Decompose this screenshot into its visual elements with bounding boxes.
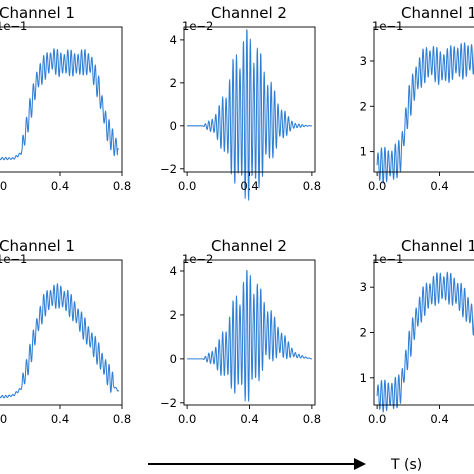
signal-line <box>186 29 313 201</box>
x-tick-label: 0.8 <box>303 412 321 426</box>
y-tick-label: −2 <box>160 162 177 176</box>
y-tick-label: −2 <box>160 396 177 410</box>
x-tick-label: 0.4 <box>240 412 258 426</box>
panel-3: Channel 11e−10.00.40.8123 <box>360 4 474 193</box>
panel-title: Channel 1 <box>401 4 474 22</box>
y-tick-label: 1 <box>360 145 367 159</box>
x-tick-label: 0.4 <box>51 179 69 193</box>
scale-label: 1e−2 <box>182 19 213 33</box>
x-tick-label: 0.8 <box>113 412 131 426</box>
y-tick-label: 1 <box>360 371 367 385</box>
y-tick-label: 2 <box>170 308 177 322</box>
y-tick-label: 2 <box>360 99 367 113</box>
scale-label: 1e−1 <box>372 252 403 266</box>
panel-title: Channel 2 <box>211 4 287 22</box>
scale-label: 1e−1 <box>372 19 403 33</box>
panel-2: Channel 21e−2 0.0 0.4 0.8 −2 0 2 4 <box>160 4 321 201</box>
x-tick-label: 0.0 <box>368 179 386 193</box>
panel-title: Channel 1 <box>0 237 75 255</box>
y-tick-label: 3 <box>360 54 367 68</box>
x-tick-label: 0.0 <box>0 412 7 426</box>
panel-5: Channel 21e−2 0.0 0.4 0.8 −2 0 2 4 <box>160 237 321 426</box>
signal-line <box>376 42 474 184</box>
panel-title: Channel 1 <box>401 237 474 255</box>
y-tick-label: 4 <box>170 33 177 47</box>
x-tick-label: 0.0 <box>368 412 386 426</box>
panel-6: Channel 11e−1 0.0 0.4 1 2 3 <box>360 237 474 426</box>
x-tick-label: 0.0 <box>178 412 196 426</box>
axes-frame <box>0 259 123 406</box>
axes-frame <box>373 26 474 173</box>
signal-line <box>0 48 120 161</box>
axes-frame <box>0 26 123 173</box>
x-tick-label: 0.8 <box>113 179 131 193</box>
y-tick-label: 3 <box>360 280 367 294</box>
x-tick-label: 0.4 <box>430 179 448 193</box>
y-tick-label: 0 <box>170 119 177 133</box>
scale-label: 1e−1 <box>0 19 27 33</box>
panel-title: Channel 1 <box>0 4 75 22</box>
time-arrow-head <box>354 458 366 470</box>
y-tick-label: 4 <box>170 264 177 278</box>
x-tick-label: 0.4 <box>430 412 448 426</box>
x-tick-label: 0.0 <box>178 179 196 193</box>
signal-line <box>376 271 474 413</box>
scale-label: 1e−2 <box>182 252 213 266</box>
panel-1: Channel 11e−1 0.0 0.4 0.8 <box>0 4 131 193</box>
time-axis-label: T (s) <box>390 457 422 473</box>
signal-line <box>0 283 120 399</box>
panel-4: Channel 11e−1 0.0 0.4 0.8 <box>0 237 131 426</box>
time-axis-caption: T (s) <box>148 457 422 473</box>
x-tick-label: 0.0 <box>0 179 7 193</box>
x-tick-label: 0.4 <box>240 179 258 193</box>
y-tick-label: 0 <box>170 352 177 366</box>
scale-label: 1e−1 <box>0 252 27 266</box>
signal-line <box>186 269 313 402</box>
panel-title: Channel 2 <box>211 237 287 255</box>
y-tick-label: 2 <box>170 76 177 90</box>
x-tick-label: 0.8 <box>303 179 321 193</box>
x-tick-label: 0.4 <box>51 412 69 426</box>
y-tick-label: 2 <box>360 326 367 340</box>
